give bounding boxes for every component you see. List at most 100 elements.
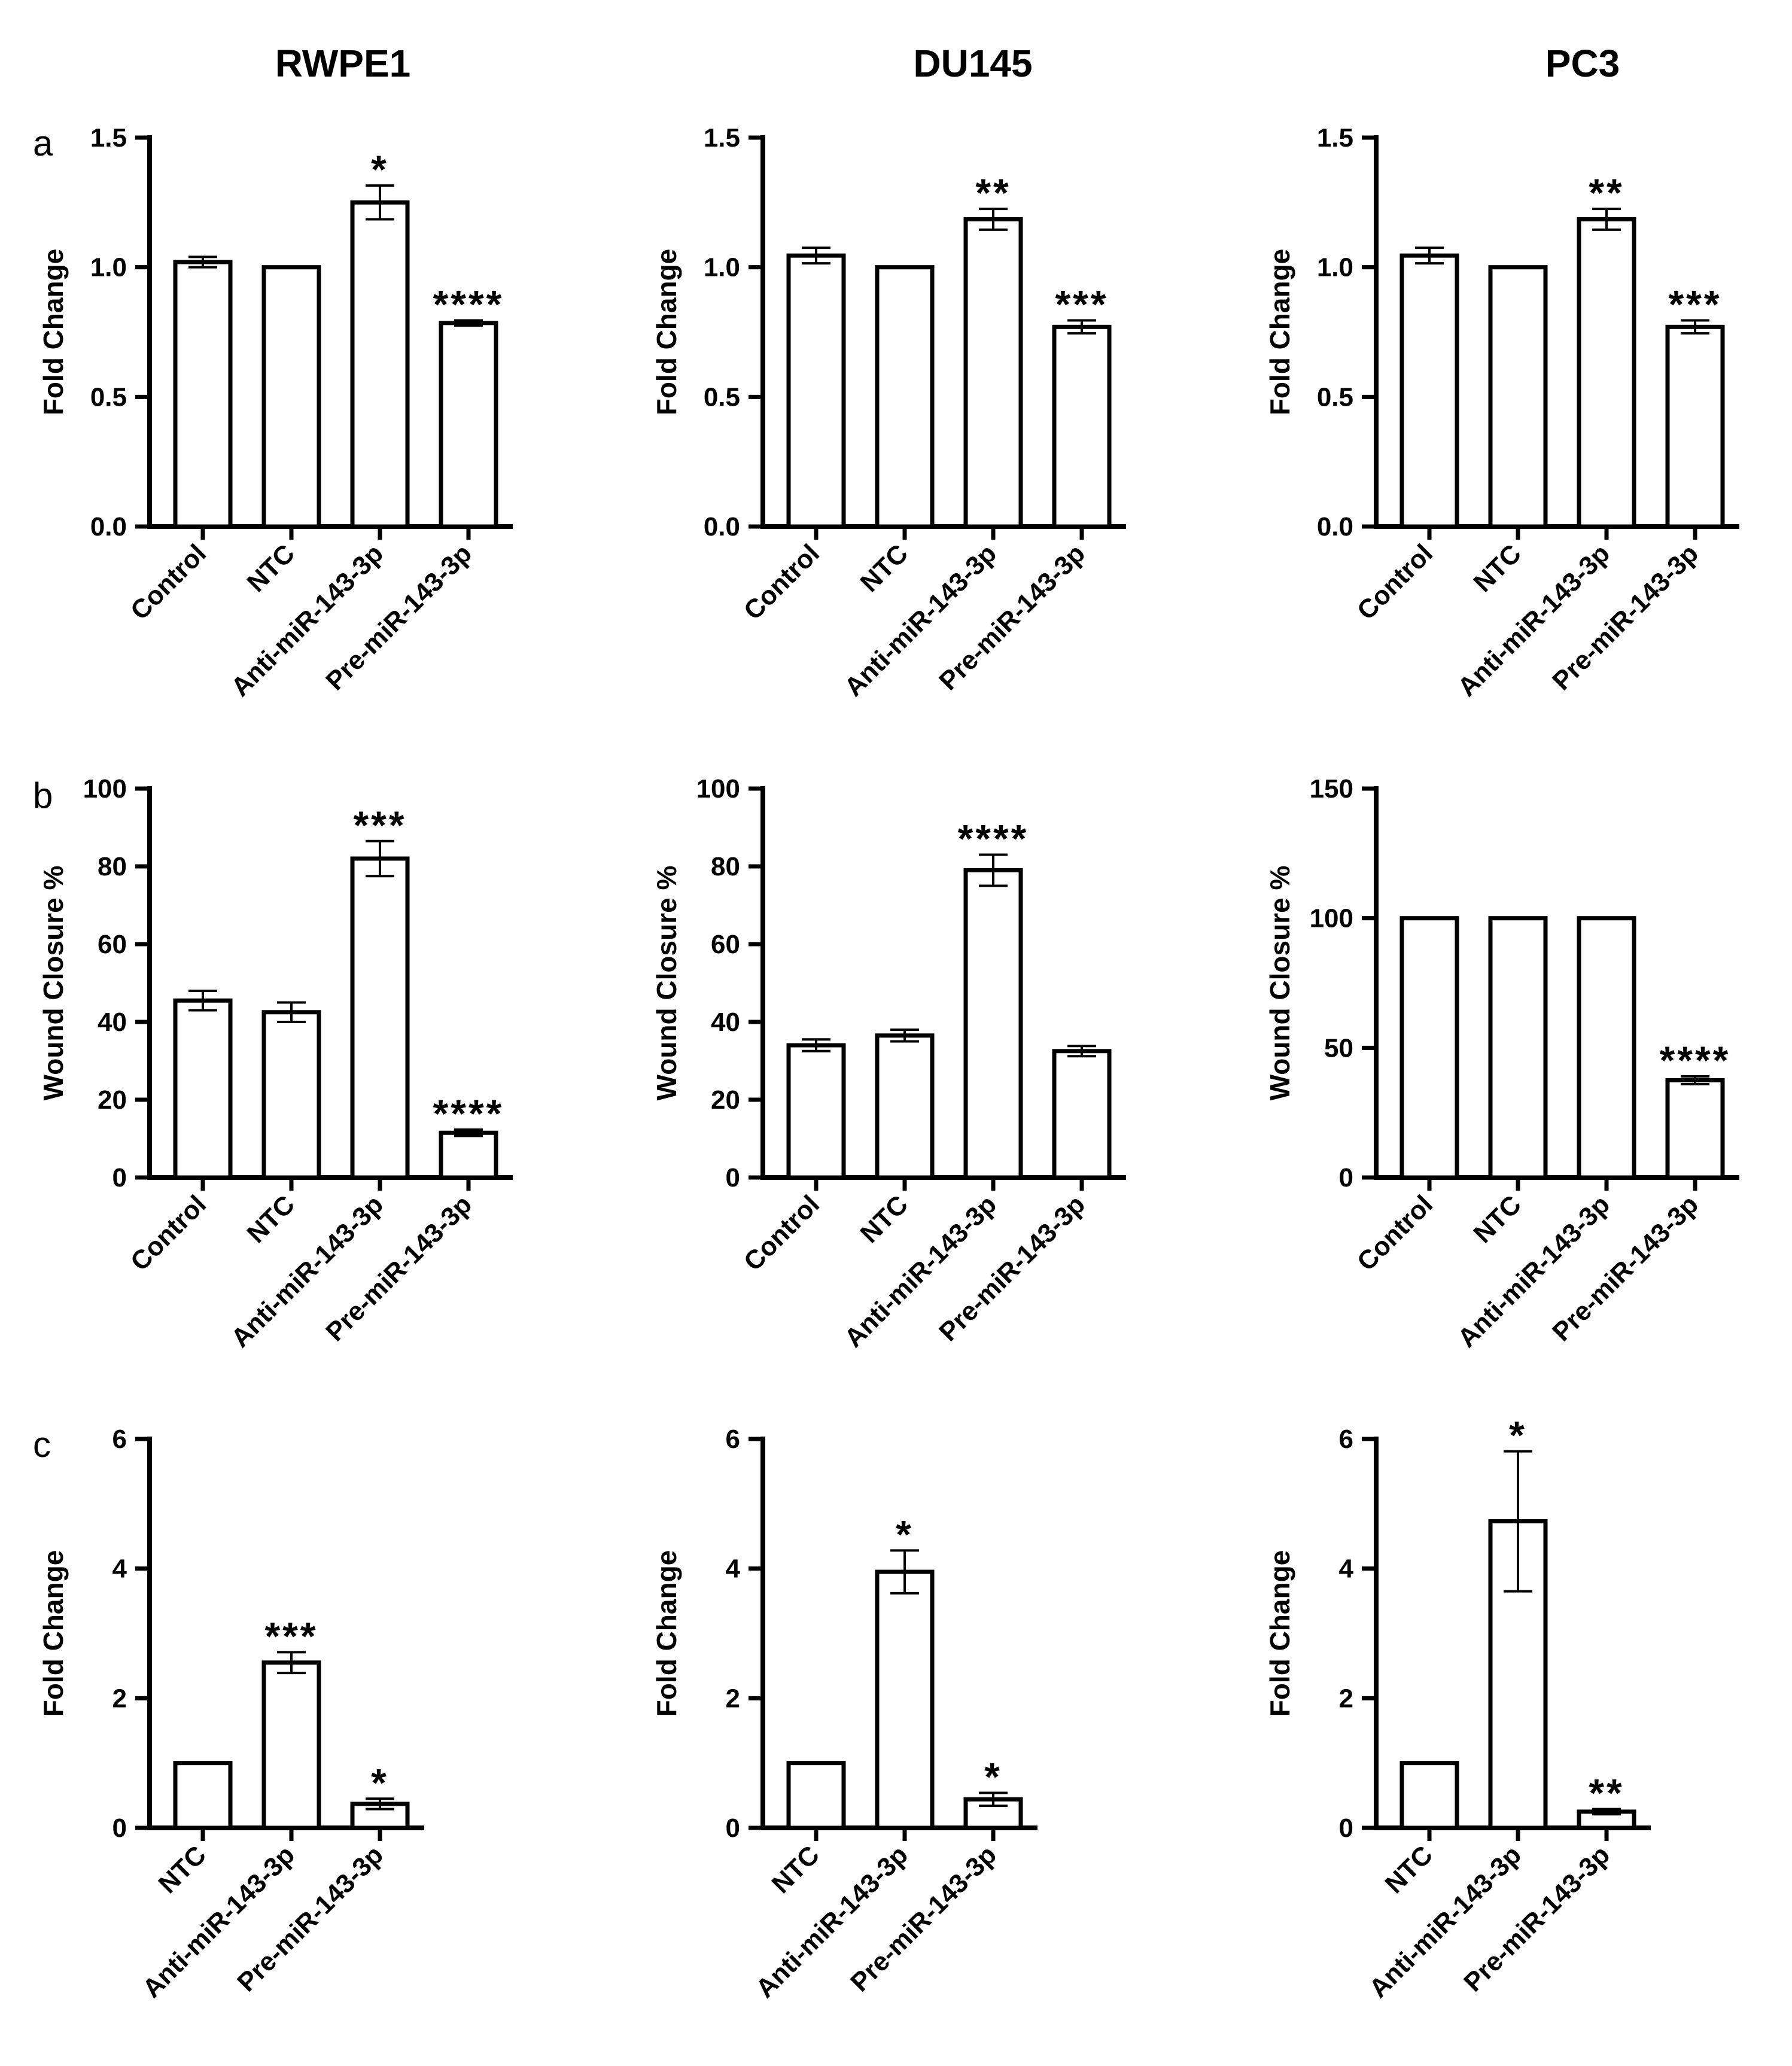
- significance-marker: ****: [1660, 1038, 1731, 1082]
- panel-label-b: b: [33, 775, 53, 816]
- bar-ntc: [786, 1761, 846, 1830]
- bar-ntc: [875, 1033, 935, 1180]
- bar-ntc: [1488, 265, 1548, 529]
- y-axis-title: Fold Change: [651, 249, 682, 416]
- y-tick-label: 6: [726, 1425, 740, 1454]
- chart-a-pc3: 0.0 0.5 1.0 1.5 Fold Change Control NTC ** Anti-…: [1264, 123, 1739, 702]
- y-tick-label: 50: [1324, 1033, 1353, 1063]
- x-tick-label: NTC: [1468, 538, 1527, 598]
- x-tick-label: NTC: [241, 538, 300, 598]
- bar-ntc: [261, 265, 321, 529]
- panel-label-c: c: [33, 1425, 51, 1465]
- y-tick-label: 60: [711, 930, 740, 959]
- x-tick-label: Anti-miR-143-3p: [1452, 1189, 1615, 1353]
- bar-anti-mir-143-3p: [1488, 1519, 1548, 1830]
- x-tick-label: Anti-miR-143-3p: [137, 1840, 300, 2003]
- y-tick-label: 0.0: [1317, 512, 1353, 541]
- bar-pre-mir-143-3p: [439, 1130, 498, 1180]
- x-tick-label: NTC: [1468, 1189, 1527, 1249]
- y-tick-label: 40: [98, 1008, 127, 1037]
- significance-marker: **: [1589, 1771, 1624, 1815]
- bar-pre-mir-143-3p: [1665, 1078, 1725, 1180]
- y-tick-label: 0: [1339, 1163, 1353, 1192]
- bar-pre-mir-143-3p: [439, 321, 498, 529]
- significance-marker: *: [371, 1760, 389, 1805]
- x-tick-label: Anti-miR-143-3p: [1452, 538, 1615, 702]
- significance-marker: *: [984, 1755, 1002, 1799]
- significance-marker: ***: [264, 1614, 318, 1658]
- bar-anti-mir-143-3p: [963, 217, 1023, 529]
- y-tick-label: 2: [726, 1684, 740, 1713]
- bar-anti-mir-143-3p: [1577, 916, 1636, 1180]
- y-tick-label: 1.5: [90, 123, 127, 153]
- y-tick-label: 1.5: [1317, 123, 1353, 153]
- bar-control: [1399, 916, 1459, 1180]
- x-tick-label: Control: [738, 538, 825, 625]
- significance-marker: **: [1589, 171, 1624, 215]
- y-tick-label: 4: [1339, 1554, 1354, 1584]
- bar-control: [786, 253, 846, 529]
- y-tick-label: 0: [1339, 1814, 1353, 1843]
- y-tick-label: 4: [726, 1554, 741, 1584]
- panel-label-a: a: [33, 123, 53, 163]
- significance-marker: *: [896, 1512, 914, 1556]
- y-tick-label: 60: [98, 930, 127, 959]
- y-tick-label: 1.0: [1317, 253, 1353, 282]
- y-axis-title: Fold Change: [1264, 249, 1295, 416]
- bar-anti-mir-143-3p: [261, 1660, 321, 1830]
- significance-marker: ***: [1668, 282, 1721, 327]
- bar-anti-mir-143-3p: [875, 1569, 935, 1830]
- significance-marker: ***: [353, 803, 406, 847]
- y-tick-label: 0.5: [704, 382, 740, 412]
- y-tick-label: 6: [1339, 1425, 1353, 1454]
- x-tick-label: Control: [1352, 538, 1438, 625]
- x-tick-label: Anti-miR-143-3p: [839, 538, 1002, 702]
- bar-ntc: [1399, 1761, 1459, 1830]
- bar-ntc: [261, 1010, 321, 1180]
- y-tick-label: 40: [711, 1008, 740, 1037]
- bar-anti-mir-143-3p: [1577, 217, 1636, 529]
- x-tick-label: Anti-miR-143-3p: [226, 1189, 389, 1353]
- y-tick-label: 1.0: [90, 253, 127, 282]
- bar-anti-mir-143-3p: [350, 200, 410, 529]
- chart-b-pc3: 0 50 100 150 Wound Closure % Control NTCAnti-m…: [1264, 774, 1739, 1353]
- y-axis-title: Fold Change: [38, 1550, 69, 1717]
- bar-pre-mir-143-3p: [1052, 1049, 1112, 1180]
- y-tick-label: 150: [1310, 774, 1353, 804]
- bar-control: [173, 260, 233, 529]
- column-title-du145: DU145: [913, 42, 1032, 85]
- column-title-rwpe1: RWPE1: [275, 42, 410, 85]
- significance-marker: ***: [1055, 282, 1108, 327]
- y-tick-label: 1.0: [704, 253, 740, 282]
- bar-pre-mir-143-3p: [1665, 324, 1725, 529]
- y-axis-title: Fold Change: [38, 249, 69, 416]
- bar-control: [173, 998, 233, 1180]
- y-tick-label: 2: [1339, 1684, 1353, 1713]
- x-tick-label: Control: [125, 1189, 212, 1276]
- y-axis-title: Wound Closure %: [651, 866, 682, 1101]
- y-axis-title: Wound Closure %: [1264, 866, 1295, 1101]
- y-tick-label: 6: [112, 1425, 127, 1454]
- y-tick-label: 0.0: [704, 512, 740, 541]
- x-tick-label: Control: [125, 538, 212, 625]
- y-tick-label: 1.5: [704, 123, 740, 153]
- y-tick-label: 100: [1310, 904, 1353, 933]
- x-tick-label: Control: [738, 1189, 825, 1276]
- y-tick-label: 80: [98, 852, 127, 881]
- y-tick-label: 0: [726, 1814, 740, 1843]
- y-tick-label: 2: [112, 1684, 127, 1713]
- y-axis-title: Fold Change: [1264, 1550, 1295, 1717]
- x-tick-label: Anti-miR-143-3p: [839, 1189, 1002, 1353]
- y-tick-label: 0.0: [90, 512, 127, 541]
- bar-control: [786, 1043, 846, 1180]
- bar-pre-mir-143-3p: [1052, 324, 1112, 529]
- chart-b-rwpe1: 0 20 40 60 80 100 Wound Closure % Control NTC ***…: [38, 774, 513, 1353]
- significance-marker: **: [975, 171, 1011, 215]
- x-tick-label: Anti-miR-143-3p: [1364, 1840, 1527, 2003]
- x-tick-label: NTC: [854, 1189, 914, 1249]
- bar-anti-mir-143-3p: [963, 868, 1023, 1180]
- significance-marker: ****: [433, 1091, 504, 1136]
- bar-anti-mir-143-3p: [350, 856, 410, 1180]
